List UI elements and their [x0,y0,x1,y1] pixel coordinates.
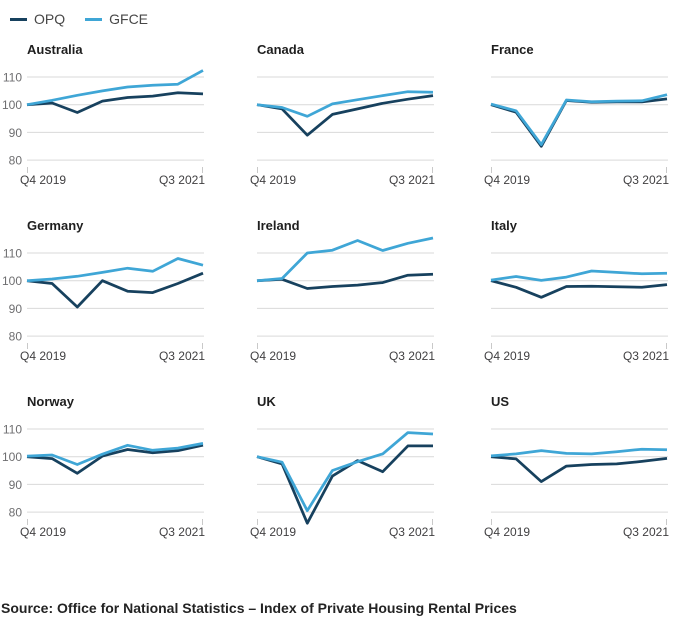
norway-gfce-line [26,442,204,466]
x-axis-label-last: Q3 2021 [623,349,669,363]
y-axis-label-100: 100 [2,98,22,112]
panel-title-uk: UK [257,394,276,409]
panel-title-us: US [491,394,510,409]
norway-opq-line [26,443,204,475]
us-line-chart: Q4 2019 Q3 2021 [484,428,669,539]
panel-title-ireland: Ireland [257,218,300,233]
italy-opq-line [490,279,668,299]
ireland-line-chart: Q4 2019 Q3 2021 [250,236,435,363]
x-axis-label-last: Q3 2021 [389,173,435,187]
panel-title-italy: Italy [491,218,518,233]
chart-legend: OPQ GFCE [0,0,674,29]
small-multiples-grid: Australia 110 100 90 80 Q4 2019 Q3 2021 Canad… [0,42,674,540]
x-axis-label-last: Q3 2021 [159,349,205,363]
france-gfce-line [490,93,668,146]
y-axis-label-80: 80 [9,154,23,168]
legend-label-opq: OPQ [34,11,66,27]
legend-item-gfce: GFCE [85,11,148,27]
x-axis-label-last: Q3 2021 [159,525,205,539]
opq-line-swatch-icon [10,17,27,21]
panel-title-norway: Norway [27,394,74,409]
x-axis-label-first: Q4 2019 [250,349,296,363]
y-axis-label-80: 80 [9,506,23,520]
y-axis-label-90: 90 [9,302,23,316]
x-axis-label-last: Q3 2021 [389,349,435,363]
canada-line-chart: Q4 2019 Q3 2021 [250,76,435,187]
us-gfce-line [490,447,668,458]
legend-label-gfce: GFCE [109,11,149,27]
panel-title-france: France [491,42,534,57]
germany-gfce-line [26,257,204,283]
canada-gfce-line [256,90,434,118]
x-axis-label-last: Q3 2021 [623,525,669,539]
panel-title-germany: Germany [27,218,84,233]
x-axis-label-first: Q4 2019 [250,173,296,187]
panel-ireland: Ireland Q4 2019 Q3 2021 [230,218,455,363]
panel-italy: Italy Q4 2019 Q3 2021 [455,218,674,363]
panel-germany: Germany 110 100 90 80 Q4 2019 Q3 2021 [0,218,230,364]
germany-opq-line [26,271,204,309]
panel-uk: UK Q4 2019 Q3 2021 [230,394,455,539]
uk-line-chart: Q4 2019 Q3 2021 [250,428,435,539]
uk-opq-line [256,444,433,525]
y-axis-label-110: 110 [3,423,22,437]
norway-line-chart: 110 100 90 80 Q4 2019 Q3 2021 [2,423,205,540]
gfce-line-swatch-icon [85,17,103,21]
panel-norway: Norway 110 100 90 80 Q4 2019 Q3 2021 [0,394,230,540]
italy-line-chart: Q4 2019 Q3 2021 [484,252,669,363]
x-axis-label-first: Q4 2019 [484,349,530,363]
y-axis-label-100: 100 [2,274,22,288]
australia-gfce-line [26,69,204,107]
ireland-gfce-line [256,236,434,283]
panel-australia: Australia 110 100 90 80 Q4 2019 Q3 2021 [0,42,230,187]
y-axis-label-80: 80 [9,330,23,344]
x-axis-label-first: Q4 2019 [250,525,296,539]
x-axis-label-last: Q3 2021 [389,525,435,539]
x-axis-label-last: Q3 2021 [623,173,669,187]
y-axis-label-110: 110 [3,247,22,261]
australia-opq-line [26,91,204,114]
ireland-opq-line [256,272,434,290]
x-axis-label-first: Q4 2019 [484,173,530,187]
panel-canada: Canada Q4 2019 Q3 2021 [230,42,455,187]
italy-gfce-line [490,269,668,282]
australia-line-chart: 110 100 90 80 Q4 2019 Q3 2021 [2,69,205,187]
canada-opq-line [256,94,434,137]
source-caption: Source: Office for National Statistics –… [1,600,517,616]
us-opq-line [490,455,668,483]
y-axis-label-90: 90 [9,126,23,140]
x-axis-label-last: Q3 2021 [159,173,205,187]
france-opq-line [490,97,668,148]
france-line-chart: Q4 2019 Q3 2021 [484,76,669,187]
y-axis-label-90: 90 [9,478,23,492]
germany-line-chart: 110 100 90 80 Q4 2019 Q3 2021 [2,247,205,364]
x-axis-label-first: Q4 2019 [20,349,66,363]
y-axis-label-100: 100 [2,450,22,464]
legend-item-opq: OPQ [10,11,65,27]
y-axis-label-110: 110 [3,71,22,85]
panel-title-canada: Canada [257,42,304,57]
panel-us: US Q4 2019 Q3 2021 [455,394,674,539]
panel-france: France Q4 2019 Q3 2021 [455,42,674,187]
x-axis-label-first: Q4 2019 [484,525,530,539]
panel-title-australia: Australia [27,42,83,57]
x-axis-label-first: Q4 2019 [20,525,66,539]
uk-gfce-line [256,431,434,513]
x-axis-label-first: Q4 2019 [20,173,66,187]
